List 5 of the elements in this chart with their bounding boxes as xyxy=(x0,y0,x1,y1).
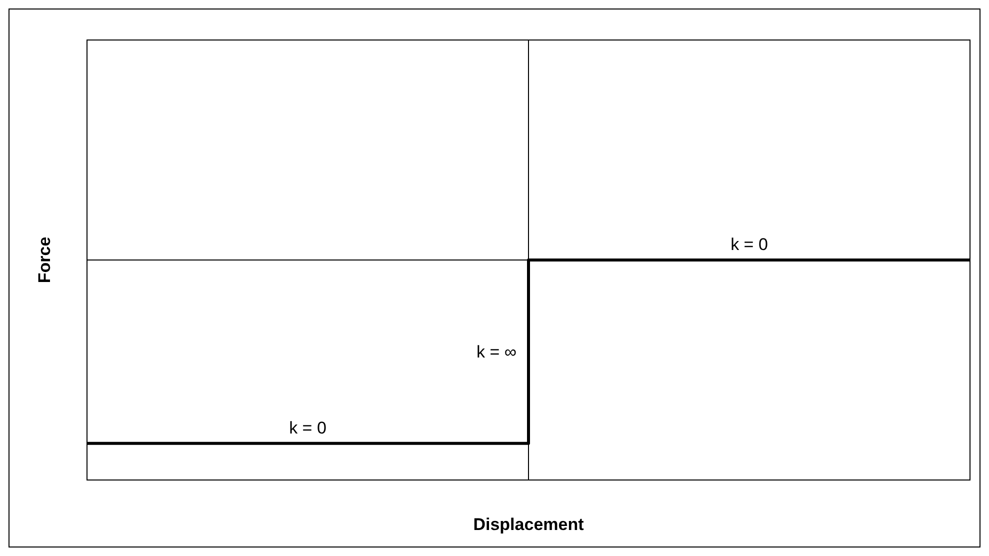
annotation: k = 0 xyxy=(289,418,326,438)
annotation: k = ∞ xyxy=(476,342,516,362)
text: k = 0 xyxy=(730,235,768,254)
x-axis-title: Displacement xyxy=(473,515,584,534)
y-axis-title: Force xyxy=(35,236,54,284)
